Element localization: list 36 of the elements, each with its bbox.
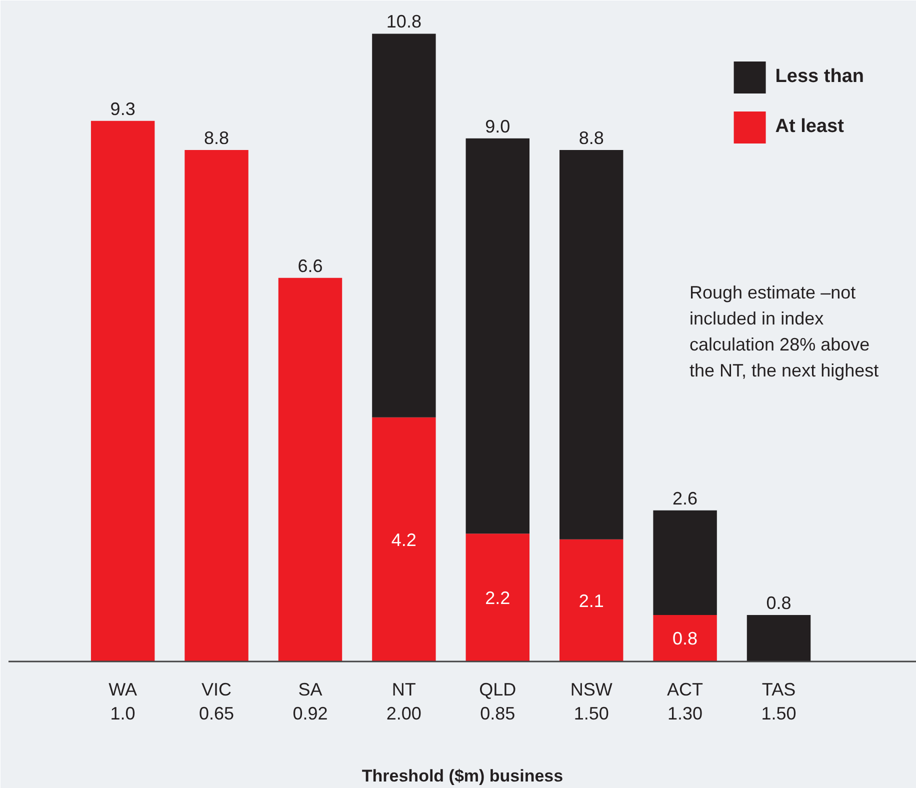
x-tick-label: NT 2.00 xyxy=(386,680,422,724)
legend-label: Less than xyxy=(775,66,864,88)
bar xyxy=(466,138,530,534)
x-tick-label: QLD 0.85 xyxy=(479,680,516,724)
data-label: 2.1 xyxy=(578,590,604,611)
bar xyxy=(653,615,717,662)
data-label: 4.2 xyxy=(391,530,416,550)
x-tick-label: WA 1.0 xyxy=(108,680,137,724)
total-label: 9.0 xyxy=(485,116,510,136)
legend-label: At least xyxy=(775,116,844,138)
x-tick-label: TAS 1.50 xyxy=(761,680,796,724)
bar xyxy=(90,120,155,662)
bar xyxy=(746,615,811,662)
data-label: 0.8 xyxy=(672,628,698,649)
bar xyxy=(653,510,717,615)
bar xyxy=(466,534,530,662)
x-tick-label: ACT 1.30 xyxy=(667,680,704,724)
total-label: 0.8 xyxy=(766,593,792,613)
x-tick-label: SA 0.92 xyxy=(292,680,328,724)
total-label: 8.8 xyxy=(578,128,604,148)
data-label: 2.2 xyxy=(485,588,510,608)
total-label: 6.6 xyxy=(298,256,323,276)
x-axis-title: Threshold ($m) business xyxy=(362,766,564,786)
total-label: 9.3 xyxy=(110,98,136,119)
total-label: 2.6 xyxy=(672,488,698,508)
bar xyxy=(559,539,624,662)
bar xyxy=(184,150,248,662)
x-tick-label: VIC 0.65 xyxy=(199,680,234,724)
bar xyxy=(372,34,436,418)
total-label: 8.8 xyxy=(204,128,230,148)
x-tick-label: NSW 1.50 xyxy=(570,680,612,724)
annotation: Rough estimate –not included in index calculation 28% above the NT, the next highest xyxy=(690,282,879,380)
bar xyxy=(559,150,624,540)
bar xyxy=(278,278,342,662)
total-label: 10.8 xyxy=(386,12,422,32)
bar xyxy=(372,417,436,662)
